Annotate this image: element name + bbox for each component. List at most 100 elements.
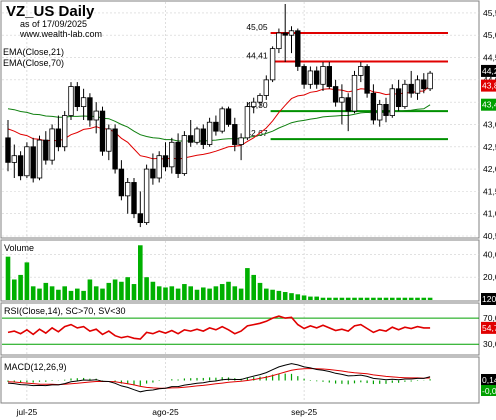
candle-body (24, 146, 30, 177)
price-tag-bg (481, 64, 496, 77)
candle-body (345, 97, 351, 112)
candle-body (421, 79, 427, 90)
volume-bar (93, 286, 99, 300)
volume-tick-label: 20,00 M (483, 272, 496, 282)
price-tick-label: 41,50 (483, 186, 496, 196)
volume-bar (12, 279, 17, 300)
price-tag-text: 44,200 (482, 66, 496, 76)
volume-bar (377, 297, 382, 300)
candle-body (43, 139, 49, 161)
volume-bar (75, 288, 80, 300)
volume-bar (131, 284, 137, 300)
volume-bar (87, 279, 93, 300)
candle-body (276, 32, 282, 50)
rsi-series (2, 315, 479, 345)
volume-bar (396, 297, 401, 300)
candle-body (326, 66, 332, 87)
candle-body (143, 168, 150, 224)
volume-bar (314, 296, 319, 300)
macd-title: MACD(12,26,9) (4, 362, 67, 372)
volume-bar (320, 297, 326, 300)
candle-body (125, 182, 131, 197)
price-series: 45,05 44,41 43,30 42,67 (5, 4, 448, 228)
volume-bar (156, 286, 162, 300)
volume-bar (333, 297, 338, 300)
candle-body (244, 106, 251, 139)
price-tag: 44,200 (481, 64, 496, 77)
volume-bar (282, 292, 288, 300)
volume-bar (421, 297, 427, 300)
price-tag-bg (481, 98, 496, 111)
candle-body (301, 66, 307, 85)
volume-bar (270, 289, 275, 300)
x-tick-label: sep-25 (291, 407, 317, 417)
candle-body (358, 66, 364, 76)
candle-body (213, 121, 219, 132)
volume-bar (427, 297, 433, 300)
candle-body (93, 110, 99, 121)
macd-series (7, 363, 431, 393)
volume-bar (232, 286, 238, 300)
candle-body (74, 86, 80, 108)
volume-bar (125, 277, 130, 300)
chart-date: as of 17/09/2025 (20, 19, 87, 29)
volume-bar (175, 288, 181, 300)
ema70-label: EMA(Close,70) (3, 58, 64, 68)
volume-bar (226, 281, 231, 300)
macd-tag-bg (481, 385, 496, 396)
candle-body (49, 128, 55, 161)
volume-bar (339, 297, 345, 300)
candle-body (68, 86, 74, 116)
candle-body (156, 155, 162, 179)
candle-body (106, 128, 112, 152)
candle-body (288, 30, 295, 36)
candle-body (169, 141, 175, 168)
rsi-tick-label: 70,0000 (483, 313, 496, 323)
volume-bar (163, 287, 168, 300)
macd-tag-bg (481, 374, 496, 385)
volume-bar (56, 289, 61, 300)
candle-body (36, 139, 43, 179)
level-label: 42,67 (246, 128, 268, 138)
candle-body (370, 92, 377, 121)
candle-body (395, 88, 402, 108)
volume-tag: 120,056 (481, 293, 496, 305)
macd-tag: 0,1481 (481, 374, 496, 385)
price-tick-label: 44,50 (483, 53, 496, 63)
candle-body (427, 72, 433, 90)
candle-body (206, 121, 213, 145)
grid-lines (2, 2, 479, 402)
candle-body (408, 83, 414, 94)
volume-bar (352, 297, 357, 300)
candle-body (376, 103, 383, 121)
candle-body (282, 32, 288, 36)
volume-bar (49, 286, 55, 300)
candle-body (364, 66, 370, 94)
macd-tag-text: 0,1481 (482, 375, 496, 385)
candle-body (250, 101, 257, 108)
candle-body (257, 95, 263, 103)
volume-bar (30, 286, 36, 300)
candle-body (219, 108, 225, 132)
volume-bar (150, 281, 156, 300)
price-tick-label: 45,00 (483, 30, 496, 40)
chart-site: www.wealth-lab.com (19, 29, 102, 39)
candle-body (263, 79, 269, 96)
volume-bar (138, 245, 143, 300)
candle-body (17, 155, 24, 177)
macd-signal-line (7, 367, 431, 389)
price-tag: 43,443 (481, 98, 496, 111)
candle-body (87, 97, 93, 121)
candle-body (30, 146, 36, 179)
volume-bar (100, 288, 105, 300)
level-label: 44,41 (246, 51, 268, 61)
macd-tag: -0,0443 (481, 385, 496, 396)
volume-bar (106, 282, 112, 300)
candle-body (389, 88, 395, 116)
volume-bar (358, 297, 364, 300)
candle-body (313, 70, 320, 85)
volume-bar (213, 286, 219, 300)
volume-bar (257, 282, 263, 300)
volume-bar (43, 282, 49, 300)
price-tag-text: 43,443 (482, 100, 496, 110)
